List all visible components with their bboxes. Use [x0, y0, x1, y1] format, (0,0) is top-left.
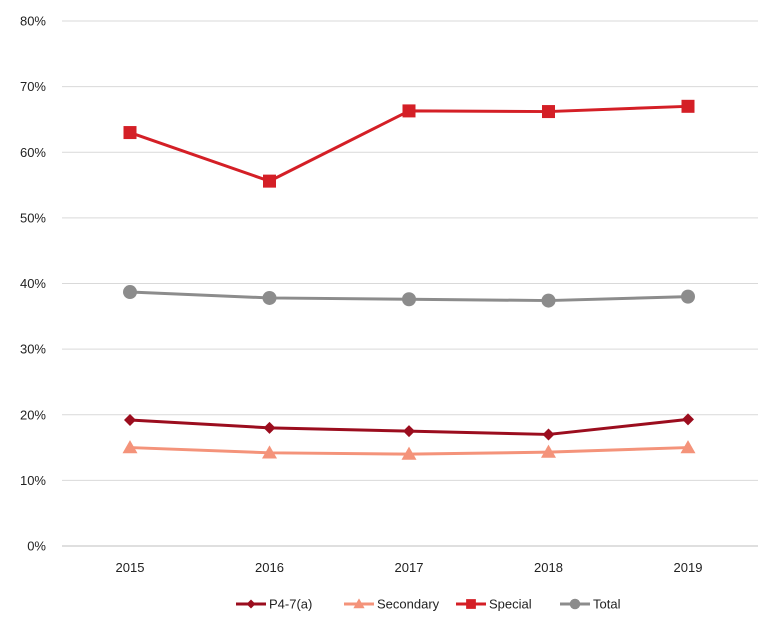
data-point — [262, 445, 277, 459]
legend-item: Special — [456, 597, 532, 612]
y-tick-label: 0% — [27, 539, 46, 554]
legend-item: P4-7(a) — [236, 597, 312, 612]
x-tick-label: 2019 — [674, 560, 703, 575]
data-point — [680, 440, 696, 454]
data-point — [402, 292, 416, 307]
legend: P4-7(a) Secondary Special Total — [236, 597, 621, 612]
data-point — [541, 444, 556, 458]
data-point — [402, 104, 416, 118]
y-tick-label: 40% — [20, 276, 46, 291]
data-point — [123, 126, 137, 140]
data-point — [541, 293, 556, 308]
y-axis-ticks: 0% 10% 20% 30% 40% 50% 60% 70% 80% — [20, 14, 46, 554]
legend-marker — [353, 598, 365, 609]
y-tick-label: 30% — [20, 342, 46, 357]
x-tick-label: 2017 — [395, 560, 424, 575]
data-point — [681, 99, 695, 113]
series-total — [123, 285, 695, 308]
legend-marker — [246, 599, 256, 609]
data-point — [682, 413, 694, 426]
legend-marker — [466, 599, 476, 609]
data-point — [124, 414, 136, 426]
data-point — [542, 105, 555, 119]
data-point — [123, 285, 137, 300]
x-tick-label: 2015 — [116, 560, 145, 575]
legend-label: Secondary — [377, 597, 440, 612]
series-layer — [122, 99, 696, 460]
data-point — [262, 290, 277, 305]
legend-label: P4-7(a) — [269, 597, 312, 612]
series-special — [123, 99, 695, 188]
y-tick-label: 10% — [20, 473, 46, 488]
data-point — [403, 425, 415, 438]
data-point — [263, 174, 276, 188]
legend-marker — [569, 598, 581, 610]
data-point — [122, 440, 138, 454]
y-tick-label: 80% — [20, 14, 46, 29]
series-p4-7-a- — [124, 413, 694, 441]
x-tick-label: 2018 — [534, 560, 563, 575]
y-tick-label: 60% — [20, 145, 46, 160]
legend-label: Total — [593, 597, 621, 612]
data-point — [401, 446, 417, 460]
legend-item: Secondary — [344, 597, 440, 612]
y-tick-label: 70% — [20, 79, 46, 94]
series-line — [129, 104, 689, 183]
data-point — [263, 421, 276, 434]
y-tick-label: 20% — [20, 407, 46, 422]
x-axis-ticks: 2015 2016 2017 2018 2019 — [116, 560, 703, 575]
grid-layer — [62, 20, 758, 547]
series-secondary — [122, 440, 696, 460]
y-tick-label: 50% — [20, 210, 46, 225]
data-point — [542, 428, 555, 441]
x-tick-label: 2016 — [255, 560, 284, 575]
legend-label: Special — [489, 597, 532, 612]
legend-item: Total — [560, 597, 621, 612]
data-point — [681, 289, 695, 304]
